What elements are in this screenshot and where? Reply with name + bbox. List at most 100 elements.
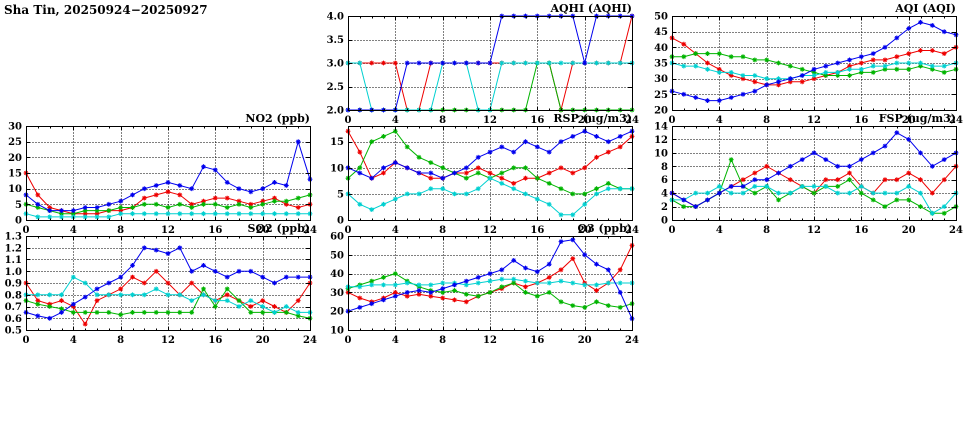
svg-text:8: 8 <box>439 225 446 236</box>
no2-title: NO2 (ppb) <box>245 112 310 125</box>
svg-text:8: 8 <box>763 115 770 126</box>
svg-text:0: 0 <box>23 225 30 236</box>
svg-text:12: 12 <box>483 335 497 346</box>
svg-text:35: 35 <box>654 59 668 70</box>
o3-tick-marks <box>348 236 633 331</box>
svg-text:16: 16 <box>854 225 868 236</box>
svg-text:0: 0 <box>345 225 352 236</box>
svg-text:8: 8 <box>117 335 124 346</box>
svg-text:0: 0 <box>345 335 352 346</box>
svg-text:1.0: 1.0 <box>5 267 22 278</box>
svg-text:4: 4 <box>392 335 399 346</box>
aqhi-canvas: 2.0 2.5 3.0 3.5 4.0 0 4 8 12 16 20 24 AQHI (AQHI) <box>327 2 639 126</box>
aqi-canvas: 20 25 30 35 40 45 50 0 4 8 12 16 20 24 AQI (AQI) <box>654 2 963 126</box>
no2-tick-marks <box>26 126 311 221</box>
svg-text:10: 10 <box>330 163 344 174</box>
svg-text:12: 12 <box>807 115 821 126</box>
svg-text:20: 20 <box>256 225 270 236</box>
chart-aqi: 20 25 30 35 40 45 50 0 4 8 12 16 20 24 AQI (AQI) <box>646 2 964 130</box>
aqi-tick-marks <box>672 16 957 111</box>
svg-text:0: 0 <box>23 335 30 346</box>
aqhi-tick-marks <box>348 16 633 111</box>
svg-text:20: 20 <box>902 115 916 126</box>
svg-text:30: 30 <box>330 288 344 299</box>
svg-text:20: 20 <box>578 115 592 126</box>
rsp-axis-labels: 0 5 10 15 0 4 8 12 16 20 24 <box>330 137 639 236</box>
svg-text:24: 24 <box>949 115 963 126</box>
svg-text:2: 2 <box>661 202 668 213</box>
svg-text:1.1: 1.1 <box>5 255 22 266</box>
svg-text:20: 20 <box>578 225 592 236</box>
svg-text:0: 0 <box>669 225 676 236</box>
svg-text:24: 24 <box>625 115 639 126</box>
svg-text:4: 4 <box>70 335 77 346</box>
svg-text:4: 4 <box>392 225 399 236</box>
svg-text:3.0: 3.0 <box>327 59 344 70</box>
svg-text:10: 10 <box>330 326 344 337</box>
fsp-plot-border <box>672 126 957 221</box>
svg-text:4: 4 <box>716 225 723 236</box>
svg-text:12: 12 <box>161 335 175 346</box>
svg-text:30: 30 <box>654 74 668 85</box>
svg-text:0.7: 0.7 <box>5 302 22 313</box>
so2-canvas: 0.50.60.70.80.91.01.11.21.30 4 8 12 16 20 24SO… <box>5 222 317 347</box>
svg-text:10: 10 <box>8 184 22 195</box>
svg-text:20: 20 <box>256 335 270 346</box>
svg-text:25: 25 <box>654 90 668 101</box>
so2-title: SO2 (ppb) <box>248 222 311 235</box>
svg-text:0: 0 <box>345 115 352 126</box>
svg-text:3.5: 3.5 <box>327 35 344 46</box>
chart-no2: 0 5 10 15 20 25 30 0 4 8 12 16 20 24 NO2 (ppb) <box>0 112 318 240</box>
svg-text:24: 24 <box>303 225 317 236</box>
chart-aqhi: 2.0 2.5 3.0 3.5 4.0 0 4 8 12 16 20 24 AQHI (AQHI) <box>322 2 640 130</box>
svg-text:0.8: 0.8 <box>5 290 22 301</box>
svg-text:0.9: 0.9 <box>5 279 22 290</box>
chart-so2: 0.5 0.6 0.7 0.8 0.9 1.0 1.1 1.2 1.3 0 4 8 12 16 20 24 SO… <box>0 222 318 350</box>
svg-text:1.2: 1.2 <box>5 243 22 254</box>
svg-text:5: 5 <box>337 189 344 200</box>
fsp-gridlines <box>672 126 957 221</box>
chart-fsp: 0 2 4 6 8 10 12 14 0 4 8 12 16 20 24 FSP (ug/m3) <box>646 112 964 240</box>
o3-title: O3 (ppb) <box>577 222 632 235</box>
fsp-tick-marks <box>672 126 957 221</box>
svg-text:2.5: 2.5 <box>327 82 344 93</box>
svg-text:24: 24 <box>303 335 317 346</box>
svg-text:20: 20 <box>902 225 916 236</box>
svg-text:8: 8 <box>439 335 446 346</box>
svg-text:5: 5 <box>15 200 22 211</box>
svg-text:0: 0 <box>337 216 344 227</box>
svg-text:6: 6 <box>661 175 668 186</box>
svg-text:8: 8 <box>763 225 770 236</box>
svg-text:25: 25 <box>8 137 22 148</box>
svg-text:16: 16 <box>854 115 868 126</box>
svg-text:0: 0 <box>15 216 22 227</box>
svg-text:12: 12 <box>483 115 497 126</box>
chart-rsp: 0 5 10 15 0 4 8 12 16 20 24 RSP (ug/m3) <box>322 112 640 240</box>
svg-text:16: 16 <box>208 225 222 236</box>
svg-text:16: 16 <box>208 335 222 346</box>
so2-tick-marks <box>26 236 311 331</box>
aqhi-title: AQHI (AQHI) <box>549 2 632 15</box>
no2-canvas: 0 5 10 15 20 25 30 0 4 8 12 16 20 24 NO2 (ppb) <box>8 112 317 236</box>
svg-text:14: 14 <box>654 122 668 133</box>
svg-text:24: 24 <box>625 225 639 236</box>
svg-text:1.3: 1.3 <box>5 232 22 243</box>
svg-text:8: 8 <box>117 225 124 236</box>
svg-text:10: 10 <box>654 148 668 159</box>
svg-text:2.0: 2.0 <box>327 106 344 117</box>
so2-axis-labels: 0.50.60.70.80.91.01.11.21.3 0 4 8 12 16 20 24 <box>5 232 317 347</box>
svg-text:12: 12 <box>654 135 668 146</box>
svg-text:16: 16 <box>530 115 544 126</box>
svg-text:4: 4 <box>716 115 723 126</box>
svg-text:20: 20 <box>654 106 668 117</box>
o3-axis-labels: 10 20 30 40 50 60 0 4 8 12 16 20 24 <box>330 232 639 347</box>
aqi-title: AQI (AQI) <box>894 2 956 15</box>
rsp-tick-marks <box>348 126 633 221</box>
svg-text:8: 8 <box>661 162 668 173</box>
svg-text:45: 45 <box>654 27 668 38</box>
svg-text:40: 40 <box>330 269 344 280</box>
svg-text:12: 12 <box>161 225 175 236</box>
